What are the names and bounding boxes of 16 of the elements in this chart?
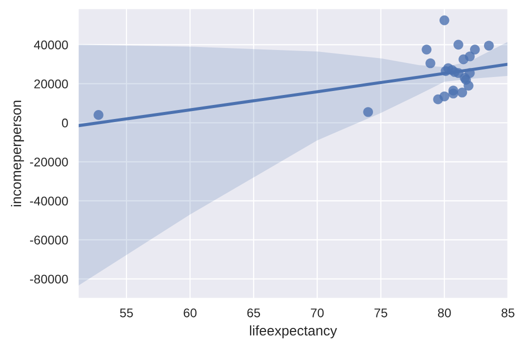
x-tick-label: 65 [247, 308, 260, 318]
y-tick-label: -80000 [30, 274, 68, 284]
x-tick-label: 70 [310, 308, 324, 318]
x-tick-label: 85 [502, 308, 514, 318]
y-tick-label: -20000 [30, 158, 68, 166]
x-tick-label: 80 [438, 308, 451, 318]
y-tick-label: 0 [62, 118, 68, 128]
y-tick-label: 20000 [34, 80, 68, 88]
y-tick-label: -40000 [30, 196, 68, 206]
x-axis-title: lifeexpectancy [250, 325, 338, 338]
y-axis-title: incomeperperson [11, 100, 24, 206]
y-tick-label: 40000 [34, 40, 68, 50]
x-tick-label: 55 [120, 308, 133, 318]
y-tick-label: -60000 [30, 236, 68, 245]
x-tick-label: 60 [184, 308, 197, 318]
x-tick-label: 75 [374, 308, 388, 318]
